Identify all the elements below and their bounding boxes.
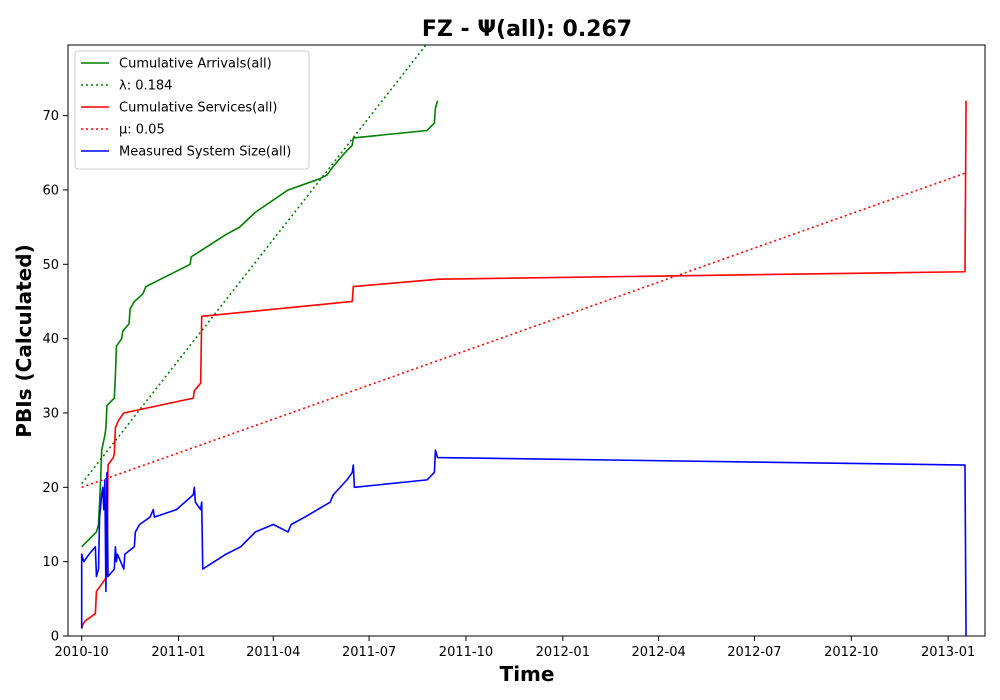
y-axis: 0 10 20 30 40 50 60 70	[42, 109, 68, 645]
x-tick-label: 2011-10	[439, 645, 493, 660]
x-tick-label: 2012-07	[727, 645, 781, 660]
series-line-2	[80, 100, 967, 629]
y-tick-label: 30	[42, 406, 59, 421]
x-tick-label: 2012-01	[536, 645, 590, 660]
x-tick-label: 2013-01	[921, 645, 975, 660]
y-tick-label: 40	[42, 332, 59, 347]
legend-label: Cumulative Services(all)	[119, 101, 277, 116]
plot-area	[80, 45, 967, 636]
y-tick-label: 10	[42, 555, 59, 570]
legend-label: Measured System Size(all)	[119, 145, 291, 160]
x-tick-label: 2011-01	[151, 645, 205, 660]
x-axis: 2010-10 2011-01 2011-04 2011-07 2011-10 2012-…	[55, 636, 975, 660]
plot-frame	[67, 44, 986, 637]
y-tick-label: 50	[42, 258, 59, 273]
x-tick-label: 2010-10	[55, 645, 109, 660]
x-tick-label: 2011-07	[342, 645, 396, 660]
y-axis-label: PBIs (Calculated)	[12, 244, 36, 437]
x-tick-label: 2012-10	[824, 645, 878, 660]
legend-box	[74, 50, 310, 170]
legend: Cumulative Arrivals(all) λ: 0.184 Cumulati…	[74, 50, 310, 170]
legend-label: λ: 0.184	[119, 79, 172, 94]
x-axis-label: Time	[500, 662, 555, 686]
y-tick-label: 70	[42, 109, 59, 124]
series-line-4	[80, 449, 967, 636]
y-tick-label: 20	[42, 481, 59, 496]
legend-label: μ: 0.05	[119, 123, 165, 138]
x-tick-label: 2012-04	[631, 645, 685, 660]
x-tick-label: 2011-04	[246, 645, 300, 660]
legend-label: Cumulative Arrivals(all)	[119, 57, 272, 72]
y-tick-label: 60	[42, 183, 59, 198]
y-tick-label: 0	[51, 630, 59, 645]
series-line-0	[81, 100, 439, 548]
series-line-3	[81, 172, 967, 489]
chart-title: FZ - Ψ(all): 0.267	[422, 17, 632, 42]
